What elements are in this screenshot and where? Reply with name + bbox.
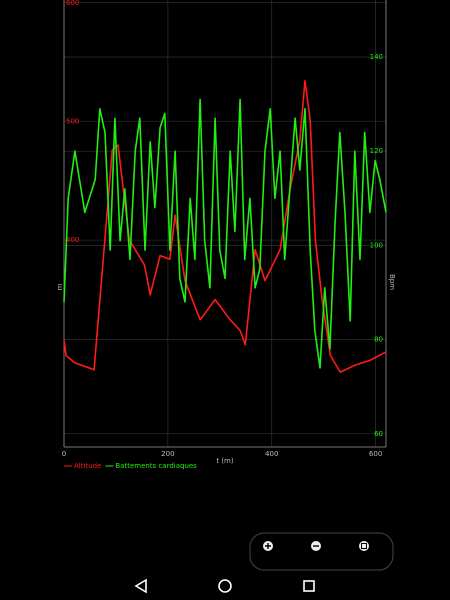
x-tick-label: 200	[161, 450, 174, 458]
y-tick-label: 500	[66, 117, 79, 125]
legend-label: Battements cardiaques	[115, 462, 197, 470]
zoom-out-button[interactable]	[311, 541, 321, 551]
zoom-in-button[interactable]	[263, 541, 273, 551]
x-axis-label: t (m)	[216, 457, 234, 465]
y-tick-label: 400	[66, 236, 79, 244]
zoom-panel	[249, 532, 394, 571]
zoom-controls	[249, 532, 394, 571]
y2-axis-label: Bpm	[388, 274, 396, 290]
y2-tick-label: 140	[370, 53, 383, 61]
y2-tick-label: 60	[374, 430, 383, 438]
home-button[interactable]	[218, 579, 232, 593]
y-axis-label: m	[56, 283, 64, 290]
legend-label: Altitude	[74, 462, 101, 470]
y2-tick-label: 100	[370, 241, 383, 249]
x-tick-label: 400	[265, 450, 278, 458]
x-tick-label: 600	[369, 450, 382, 458]
x-tick-label: 0	[62, 450, 66, 458]
y2-tick-label: 80	[374, 336, 383, 344]
navigation-bar	[134, 578, 315, 594]
line-series	[63, 98, 387, 369]
back-button[interactable]	[134, 578, 147, 594]
y2-tick-label: 120	[370, 147, 383, 155]
recents-button[interactable]	[303, 580, 315, 592]
y-tick-label: 600	[66, 0, 79, 7]
line-series	[63, 80, 387, 373]
zoom-reset-button[interactable]	[359, 541, 369, 551]
